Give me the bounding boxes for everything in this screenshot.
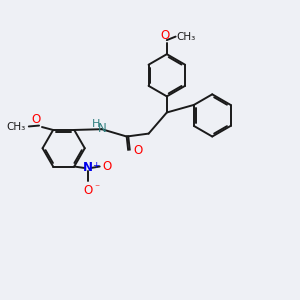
Text: H: H: [92, 119, 101, 129]
Text: ⁻: ⁻: [94, 184, 99, 194]
Text: O: O: [134, 144, 143, 158]
Text: CH₃: CH₃: [176, 32, 195, 42]
Text: O: O: [31, 112, 40, 126]
Text: O: O: [103, 160, 112, 173]
Text: N: N: [83, 161, 93, 175]
Text: O: O: [161, 29, 170, 42]
Text: O: O: [83, 184, 93, 197]
Text: +: +: [92, 160, 100, 169]
Text: CH₃: CH₃: [7, 122, 26, 132]
Text: N: N: [98, 122, 107, 135]
